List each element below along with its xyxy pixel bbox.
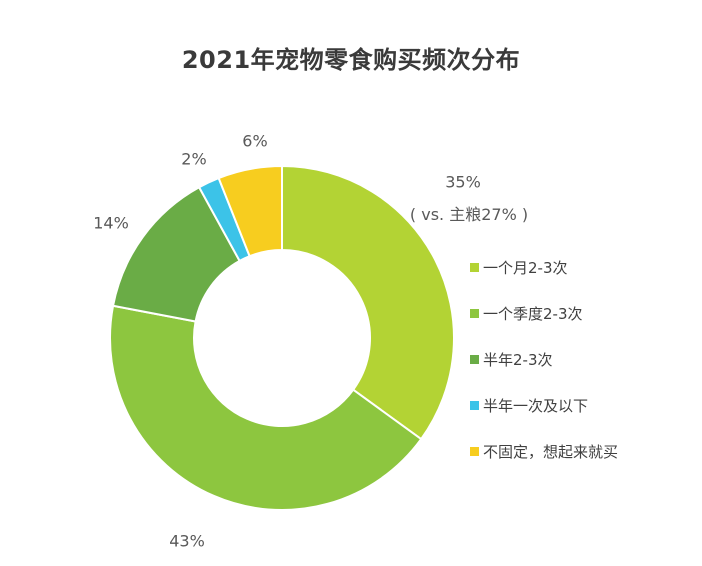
- legend-label-half-year: 半年2-3次: [483, 350, 553, 369]
- legend-label-monthly: 一个月2-3次: [483, 258, 568, 277]
- data-label-yearly-or-less: 2%: [181, 149, 207, 169]
- data-label-half-year: 14%: [93, 213, 129, 233]
- legend-swatch-irregular: [470, 446, 479, 456]
- legend-label-irregular: 不固定，想起来就买: [483, 442, 619, 461]
- legend-label-yearly-or-less: 半年一次及以下: [483, 396, 589, 415]
- data-label-monthly: 35%: [445, 172, 481, 192]
- chart-legend: 一个月2-3次 一个季度2-3次 半年2-3次 半年一次及以下 不固定，想起来就…: [470, 244, 618, 474]
- legend-swatch-quarterly: [470, 308, 479, 318]
- legend-label-quarterly: 一个季度2-3次: [483, 304, 583, 323]
- slice-monthly: [281, 164, 455, 441]
- slice-quarterly: [109, 304, 423, 511]
- legend-item-quarterly: 一个季度2-3次: [470, 290, 618, 336]
- chart-title: 2021年宠物零食购买频次分布: [181, 46, 521, 74]
- data-label-annotation: ( vs. 主粮27% ): [409, 205, 529, 224]
- data-label-irregular: 6%: [242, 131, 268, 151]
- data-label-quarterly: 43%: [169, 531, 205, 551]
- legend-swatch-half-year: [470, 354, 479, 364]
- slice-irregular: [217, 164, 283, 258]
- legend-swatch-monthly: [470, 262, 479, 272]
- legend-swatch-yearly-or-less: [470, 400, 479, 410]
- legend-item-yearly-or-less: 半年一次及以下: [470, 382, 618, 428]
- legend-item-half-year: 半年2-3次: [470, 336, 618, 382]
- legend-item-monthly: 一个月2-3次: [470, 244, 618, 290]
- legend-item-irregular: 不固定，想起来就买: [470, 428, 618, 474]
